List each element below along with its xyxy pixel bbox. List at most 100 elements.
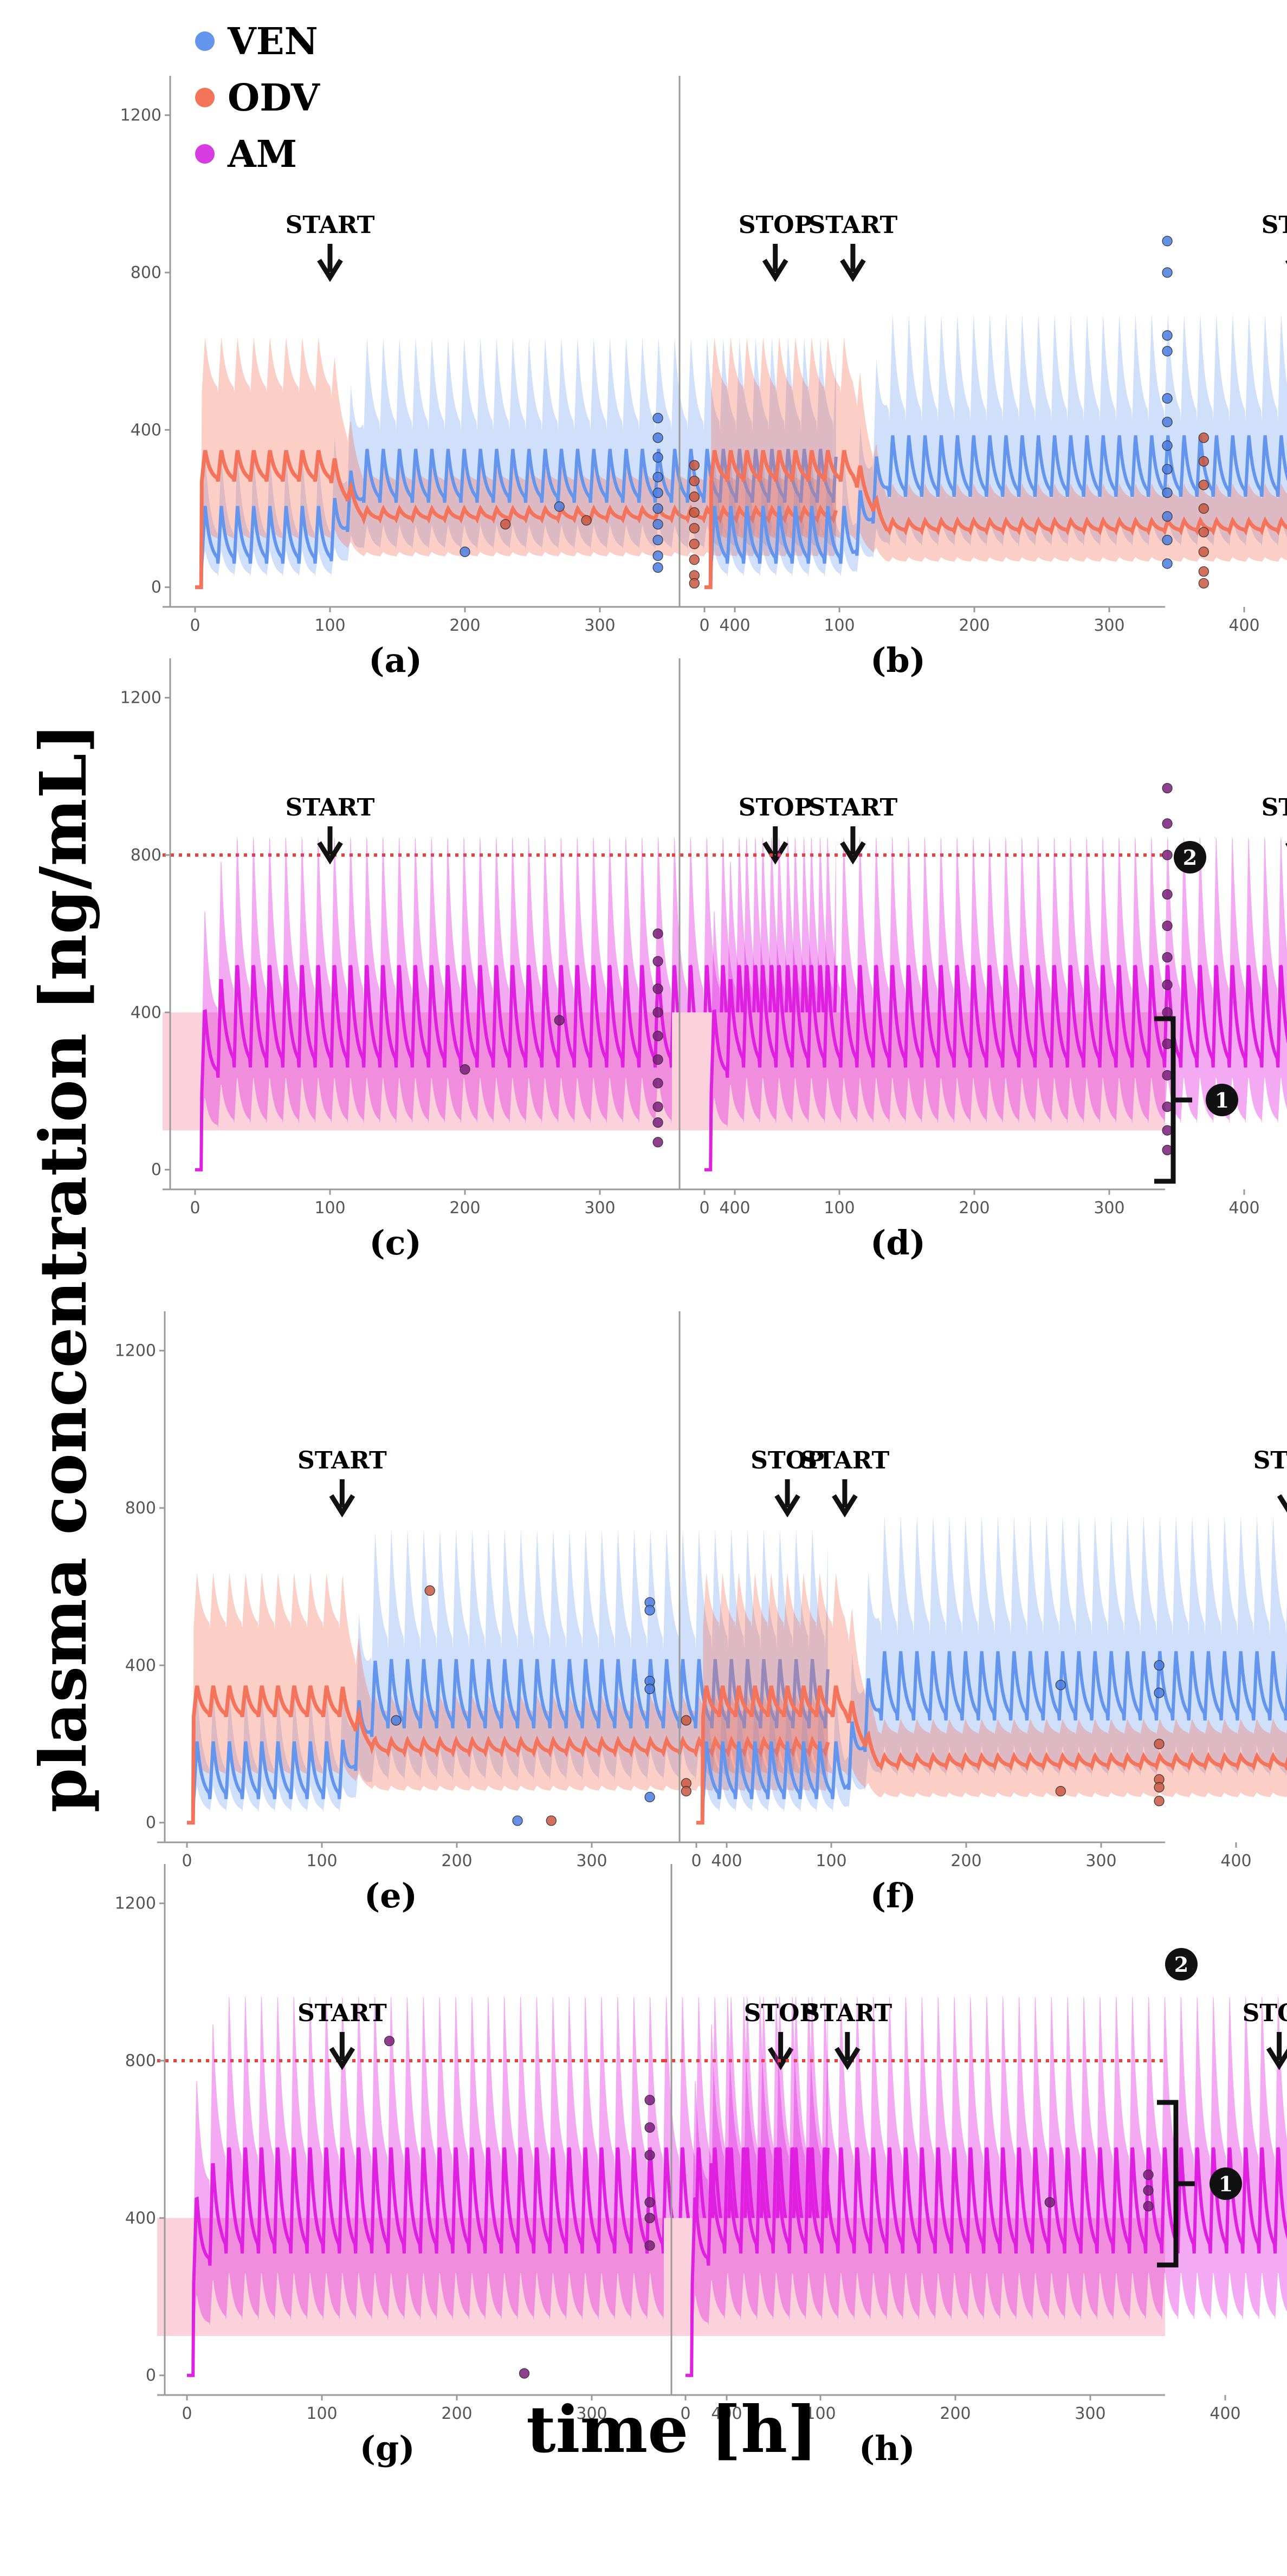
am-observation-c-4 (652, 983, 663, 994)
x-tick-label-e-4: 400 (711, 1852, 742, 1870)
odv-observation-e-2 (681, 1715, 691, 1726)
am-observation-c-1 (554, 1015, 565, 1026)
odv-ci-band-a (195, 336, 836, 587)
ven-observation-b-6 (1162, 440, 1173, 451)
stop-arrow-g (767, 2032, 794, 2070)
ven-observation-b-3 (1162, 346, 1173, 357)
panel-label-e: (e) (364, 1876, 417, 1915)
am-observation-c-2 (652, 928, 663, 939)
y-tick-label-g-0: 0 (146, 2366, 156, 2385)
am-observation-d-4 (1162, 921, 1173, 931)
alert-level-marker: 2 2 (1165, 841, 1206, 1980)
ven-observation-b-4 (1162, 393, 1173, 404)
start-arrow-b (840, 244, 866, 282)
x-tick-label-f-2: 200 (950, 1852, 981, 1870)
start-arrow-g (329, 2032, 355, 2070)
panel-label-b: (b) (870, 640, 926, 680)
ven-observation-b-8 (1162, 487, 1173, 499)
panel-label-f: (f) (870, 1876, 916, 1915)
x-tick-label-e-2: 200 (441, 1852, 472, 1870)
x-tick-label-d-1: 100 (824, 1199, 855, 1218)
odv-observation-a-0 (500, 519, 511, 530)
odv-observation-e-1 (546, 1815, 557, 1826)
odv-observation-b-2 (1198, 480, 1209, 490)
panel-label-a: (a) (368, 640, 422, 680)
x-tick-label-d-0: 0 (699, 1199, 709, 1218)
ven-observation-a-11 (652, 562, 663, 573)
stop-arrow-c (762, 826, 788, 865)
odv-observation-a-3 (689, 476, 700, 487)
x-tick-label-a-4: 400 (719, 616, 750, 635)
am-observation-h-3 (1143, 2200, 1154, 2212)
am-observation-g-7 (644, 2240, 655, 2251)
x-tick-label-c-2: 200 (449, 1199, 480, 1218)
legend: VEN ODV AM (195, 20, 320, 176)
x-tick-label-b-0: 0 (699, 616, 709, 635)
y-tick-label-g-1: 400 (125, 2209, 156, 2228)
stop-label-a: STOP (739, 211, 812, 239)
panel-a: 0 100 200 300 400 0 400 800 1200 START STOP (a) (120, 76, 838, 680)
stop-label-b: STOP (1262, 211, 1287, 239)
ven-observation-a-7 (652, 503, 663, 514)
stop-arrow-f (1277, 1494, 1287, 1513)
panel-f: 0100200300400STARTSTOP(f) (672, 1311, 1287, 1915)
odv-mean-line-f (696, 1685, 1287, 1825)
am-observation-d-12 (1162, 1144, 1173, 1156)
odv-observation-b-3 (1198, 503, 1209, 514)
x-tick-label-h-4: 400 (1210, 2404, 1240, 2423)
start-arrow-f (832, 1479, 858, 1518)
ven-observation-b-7 (1162, 464, 1173, 475)
ven-observation-a-0 (460, 546, 470, 557)
x-tick-label-f-4: 400 (1220, 1852, 1251, 1870)
marker-2-g-circle (1165, 1948, 1198, 1980)
odv-observation-a-10 (689, 578, 700, 589)
odv-ci-band-b (704, 336, 1287, 587)
ven-ci-band-b (704, 313, 1287, 587)
x-tick-label-e-0: 0 (182, 1852, 192, 1870)
start-label-b: START (809, 211, 898, 239)
stop-label-d: STOP (1262, 794, 1287, 821)
odv-observation-f-0 (1055, 1786, 1066, 1797)
stop-label-e: STOP (751, 1447, 824, 1474)
x-tick-label-d-2: 200 (959, 1199, 989, 1218)
odv-observation-b-1 (1198, 456, 1209, 467)
am-observation-h-2 (1143, 2185, 1154, 2196)
x-tick-label-h-1: 100 (805, 2404, 836, 2423)
y-axis-label: plasma concentration [ng/mL] (25, 723, 101, 1813)
marker-2-c-label: 2 (1183, 845, 1197, 870)
ven-observation-b-5 (1162, 417, 1173, 428)
legend-am-label: AM (227, 133, 297, 176)
ven-observation-a-4 (652, 452, 663, 463)
odv-observation-b-4 (1198, 527, 1209, 538)
ven-mean-line-b (704, 435, 1287, 589)
y-tick-label-e-1: 400 (125, 1656, 156, 1675)
ven-observation-b-10 (1162, 534, 1173, 546)
y-tick-label-e-2: 800 (125, 1499, 156, 1518)
x-tick-label-d-3: 300 (1094, 1199, 1124, 1218)
stop-label-f: STOP (1253, 1447, 1287, 1474)
marker-1-g-circle (1210, 2167, 1242, 2200)
y-tick-label-e-3: 1200 (115, 1342, 156, 1361)
ven-observation-a-1 (554, 501, 565, 512)
am-observation-d-6 (1162, 979, 1173, 991)
therapeutic-range-band-c (163, 1012, 672, 1131)
y-tick-label-c-1: 400 (131, 1003, 161, 1022)
stop-arrow-a (762, 244, 788, 282)
start-label-d: START (809, 794, 898, 821)
am-mean-line-h (685, 2147, 1287, 2377)
am-observation-h-1 (1143, 2169, 1154, 2180)
start-arrow-a (317, 244, 343, 282)
ven-mean-line-f (696, 1651, 1287, 1824)
y-tick-label-a-3: 1200 (120, 106, 161, 125)
start-arrow-e (329, 1479, 355, 1518)
stop-label-c: STOP (739, 794, 812, 821)
marker-1-c-circle (1206, 1084, 1238, 1116)
start-arrow-h (834, 2032, 861, 2070)
panel-label-d: (d) (870, 1223, 926, 1263)
ven-observation-b-11 (1162, 558, 1173, 569)
x-tick-label-a-1: 100 (314, 616, 345, 635)
x-tick-label-b-2: 200 (959, 616, 989, 635)
therapeutic-range-band-d (672, 1012, 1165, 1131)
am-observation-c-10 (652, 1117, 663, 1128)
